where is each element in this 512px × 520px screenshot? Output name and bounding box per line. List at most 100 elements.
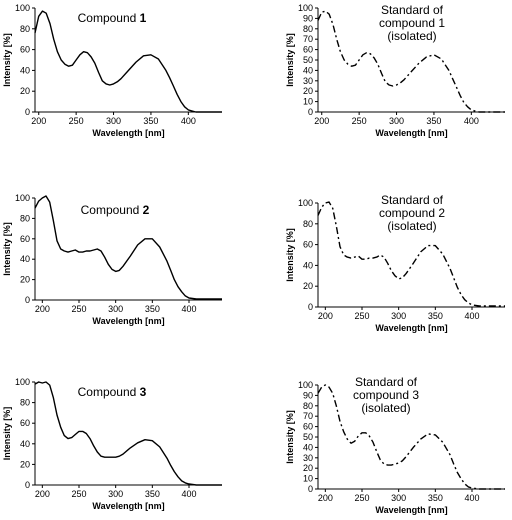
x-tick-label: 250 [354, 311, 369, 321]
spectrum-line [317, 10, 505, 113]
y-axis-label: Intensity [%] [285, 228, 295, 282]
x-tick-label: 300 [389, 116, 404, 126]
y-tick-label: 40 [20, 254, 30, 264]
x-tick-label: 350 [426, 116, 441, 126]
x-tick-label: 400 [181, 304, 196, 314]
y-tick-label: 0 [308, 302, 313, 312]
y-tick-label: 100 [298, 380, 313, 390]
y-tick-label: 40 [20, 439, 30, 449]
spectrum-line [317, 384, 505, 490]
chart-title-number: 1 [140, 11, 147, 25]
y-tick-label: 100 [298, 3, 313, 13]
x-tick-label: 200 [35, 304, 50, 314]
spectrum-line [34, 195, 222, 300]
y-tick-label: 0 [308, 484, 313, 494]
y-tick-label: 20 [303, 463, 313, 473]
x-tick-label: 350 [145, 489, 160, 499]
y-tick-label: 80 [20, 213, 30, 223]
chart-title-line: compound 1 [379, 16, 445, 30]
y-tick-label: 100 [15, 377, 30, 387]
y-tick-label: 90 [303, 390, 313, 400]
chart-title-line: compound 3 [353, 388, 419, 402]
chart-title-line: compound 2 [379, 206, 445, 220]
y-tick-label: 90 [303, 13, 313, 23]
chart-title-text: Compound [81, 203, 143, 217]
y-tick-label: 50 [303, 55, 313, 65]
chart-title: Compound 3 [78, 385, 147, 399]
x-tick-label: 200 [31, 116, 46, 126]
x-tick-label: 300 [108, 304, 123, 314]
chart-title-line: (isolated) [361, 401, 410, 415]
y-tick-label: 0 [25, 480, 30, 490]
x-tick-label: 400 [181, 489, 196, 499]
y-axis-label: Intensity [%] [285, 33, 295, 87]
x-tick-label: 300 [391, 311, 406, 321]
y-tick-label: 40 [303, 260, 313, 270]
spectrum-line [34, 381, 222, 486]
x-axis-label: Wavelength [nm] [92, 316, 164, 326]
chart-title-line: Standard of [381, 3, 444, 17]
x-tick-label: 200 [314, 116, 329, 126]
y-axis-label: Intensity [%] [285, 410, 295, 464]
chart-title-number: 3 [140, 385, 147, 399]
x-tick-label: 400 [181, 116, 196, 126]
y-tick-label: 80 [303, 24, 313, 34]
y-tick-label: 10 [303, 97, 313, 107]
x-tick-label: 300 [108, 489, 123, 499]
chart-title-text: Compound [78, 385, 140, 399]
y-tick-label: 40 [20, 65, 30, 75]
chart-panel-1: 0 20 40 60 80 100 200 250 300 350 400 Wavelength [n… [2, 3, 222, 138]
chart-title-line: (isolated) [387, 219, 436, 233]
x-tick-label: 350 [143, 116, 158, 126]
x-tick-label: 350 [145, 304, 160, 314]
chart-title-line: Standard of [355, 375, 418, 389]
x-tick-label: 250 [69, 116, 84, 126]
y-tick-label: 0 [25, 295, 30, 305]
x-tick-label: 400 [464, 311, 479, 321]
x-tick-label: 200 [35, 489, 50, 499]
y-axis-label: Intensity [%] [2, 407, 12, 461]
chart-panel-5: 0 20 40 60 80 100 200 250 300 350 400 Wavelength [n… [2, 377, 222, 511]
x-tick-label: 200 [318, 311, 333, 321]
x-tick-label: 350 [428, 493, 443, 503]
x-tick-label: 400 [464, 116, 479, 126]
chart-title-text: Compound [78, 11, 140, 25]
y-tick-label: 30 [303, 76, 313, 86]
y-tick-label: 40 [303, 65, 313, 75]
y-axis-label: Intensity [%] [2, 33, 12, 87]
y-tick-label: 40 [303, 442, 313, 452]
x-tick-label: 350 [428, 311, 443, 321]
y-tick-label: 50 [303, 432, 313, 442]
y-tick-label: 20 [303, 86, 313, 96]
y-tick-label: 0 [308, 107, 313, 117]
x-tick-label: 250 [352, 116, 367, 126]
x-tick-label: 300 [391, 493, 406, 503]
y-tick-label: 80 [303, 219, 313, 229]
y-tick-label: 10 [303, 474, 313, 484]
y-tick-label: 60 [303, 422, 313, 432]
spectrum-line [34, 10, 222, 113]
y-tick-label: 60 [20, 234, 30, 244]
y-tick-label: 60 [20, 45, 30, 55]
chart-title-number: 2 [143, 203, 150, 217]
y-tick-label: 100 [15, 3, 30, 13]
x-axis-label: Wavelength [nm] [375, 128, 447, 138]
y-tick-label: 60 [303, 240, 313, 250]
y-tick-label: 100 [15, 193, 30, 203]
chart-title-line: (isolated) [387, 29, 436, 43]
chart-panel-3: 0 20 40 60 80 100 200 250 300 350 400 Wavelength [n… [2, 193, 222, 326]
x-axis-label: Wavelength [nm] [375, 323, 447, 333]
chart-title: Compound 1 [78, 11, 147, 25]
y-axis-label: Intensity [%] [2, 222, 12, 276]
y-tick-label: 80 [303, 401, 313, 411]
y-tick-label: 20 [20, 459, 30, 469]
y-tick-label: 20 [20, 86, 30, 96]
y-tick-label: 60 [20, 418, 30, 428]
x-tick-label: 250 [71, 489, 86, 499]
y-tick-label: 30 [303, 453, 313, 463]
y-tick-label: 80 [20, 398, 30, 408]
y-tick-label: 100 [298, 198, 313, 208]
